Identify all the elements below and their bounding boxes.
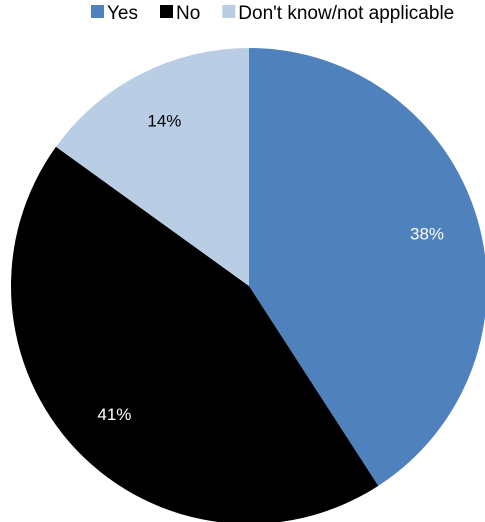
pie-slice-no <box>11 146 379 522</box>
legend-label-yes: Yes <box>107 3 138 24</box>
legend-swatch-yes <box>91 5 104 18</box>
pie-slice-don-t-know-not-applicable <box>55 48 250 286</box>
pie-slice-yes <box>249 48 485 486</box>
slice-labels: 38% 41% 14% <box>97 112 444 424</box>
legend-swatch-don-t-know-not-applicable <box>222 5 236 18</box>
data-label-don-t-know-not-applicable: 14% <box>147 112 181 131</box>
data-label-yes: 38% <box>410 224 444 243</box>
chart-legend: Yes No Don't know/not applicable <box>91 3 454 24</box>
data-label-no: 41% <box>97 405 131 424</box>
legend-swatch-no <box>160 5 173 18</box>
pie-slices <box>11 48 485 522</box>
legend-label-don-t-know-not-applicable: Don't know/not applicable <box>238 3 454 24</box>
legend-label-no: No <box>176 3 200 24</box>
